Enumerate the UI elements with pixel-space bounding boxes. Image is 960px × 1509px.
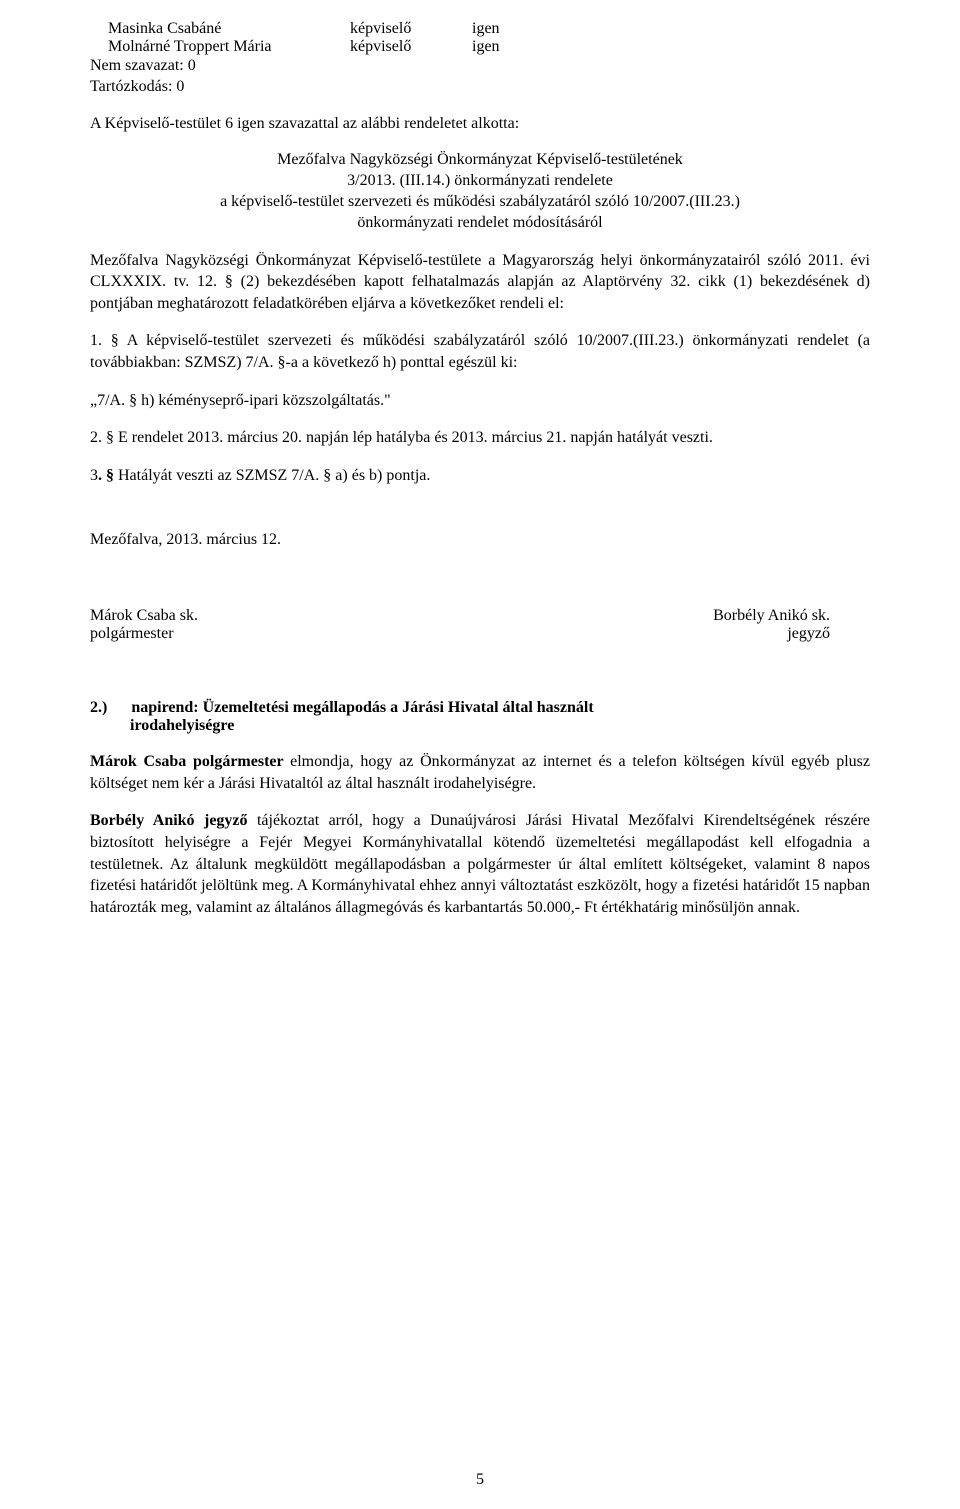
voter-vote: igen (472, 38, 532, 56)
vote-row: Molnárné Troppert Mária képviselő igen (108, 38, 532, 56)
decree-header-l3: a képviselő-testület szervezeti és működ… (90, 192, 870, 213)
no-votes: Nem szavazat: 0 (90, 56, 870, 77)
agenda-title-l2: irodahelyiségre (130, 717, 870, 735)
intro-line: A Képviselő-testület 6 igen szavazattal … (90, 114, 870, 135)
voter-name: Molnárné Troppert Mária (108, 38, 350, 56)
vote-row: Masinka Csabáné képviselő igen (108, 20, 532, 38)
mayor-lead: Márok Csaba polgármester (90, 753, 290, 770)
paragraph-2: 2. § E rendelet 2013. március 20. napján… (90, 427, 870, 449)
voter-name: Masinka Csabáné (108, 20, 350, 38)
signature-right-title: jegyző (713, 625, 830, 643)
signature-left: Márok Csaba sk. polgármester (90, 607, 198, 643)
abstain: Tartózkodás: 0 (90, 77, 870, 98)
decree-header-l4: önkormányzati rendelet módosításáról (90, 213, 870, 234)
signature-right: Borbély Anikó sk. jegyző (713, 607, 870, 643)
signature-left-name: Márok Csaba sk. (90, 607, 198, 625)
clerk-lead: Borbély Anikó jegyző (90, 812, 257, 829)
page-number: 5 (0, 1471, 960, 1489)
signature-right-name: Borbély Anikó sk. (713, 607, 830, 625)
p3-bold: . § (98, 467, 114, 484)
signature-row: Márok Csaba sk. polgármester Borbély Ani… (90, 607, 870, 643)
paragraph-1: 1. § A képviselő-testület szervezeti és … (90, 330, 870, 373)
agenda-num: 2.) (90, 699, 107, 716)
signature-left-title: polgármester (90, 625, 198, 643)
preamble: Mezőfalva Nagyközségi Önkormányzat Képvi… (90, 250, 870, 315)
p3-prefix: 3 (90, 467, 98, 484)
paragraph-3: 3. § Hatályát veszti az SZMSZ 7/A. § a) … (90, 465, 870, 487)
voter-vote: igen (472, 20, 532, 38)
decree-date: Mezőfalva, 2013. március 12. (90, 530, 870, 551)
decree-header-l1: Mezőfalva Nagyközségi Önkormányzat Képvi… (90, 150, 870, 171)
decree-header-l2: 3/2013. (III.14.) önkormányzati rendelet… (90, 171, 870, 192)
mayor-paragraph: Márok Csaba polgármester elmondja, hogy … (90, 751, 870, 794)
voter-role: képviselő (350, 20, 472, 38)
voter-role: képviselő (350, 38, 472, 56)
page: Masinka Csabáné képviselő igen Molnárné … (0, 0, 960, 1509)
paragraph-1-quote: „7/A. § h) kéményseprő-ipari közszolgált… (90, 390, 870, 412)
p3-rest: Hatályát veszti az SZMSZ 7/A. § a) és b)… (114, 467, 430, 484)
clerk-paragraph: Borbély Anikó jegyző tájékoztat arról, h… (90, 810, 870, 918)
agenda-title-l1: napirend: Üzemeltetési megállapodás a Já… (131, 699, 593, 716)
agenda-2-heading: 2.) napirend: Üzemeltetési megállapodás … (90, 699, 870, 735)
vote-table: Masinka Csabáné képviselő igen Molnárné … (108, 20, 532, 56)
